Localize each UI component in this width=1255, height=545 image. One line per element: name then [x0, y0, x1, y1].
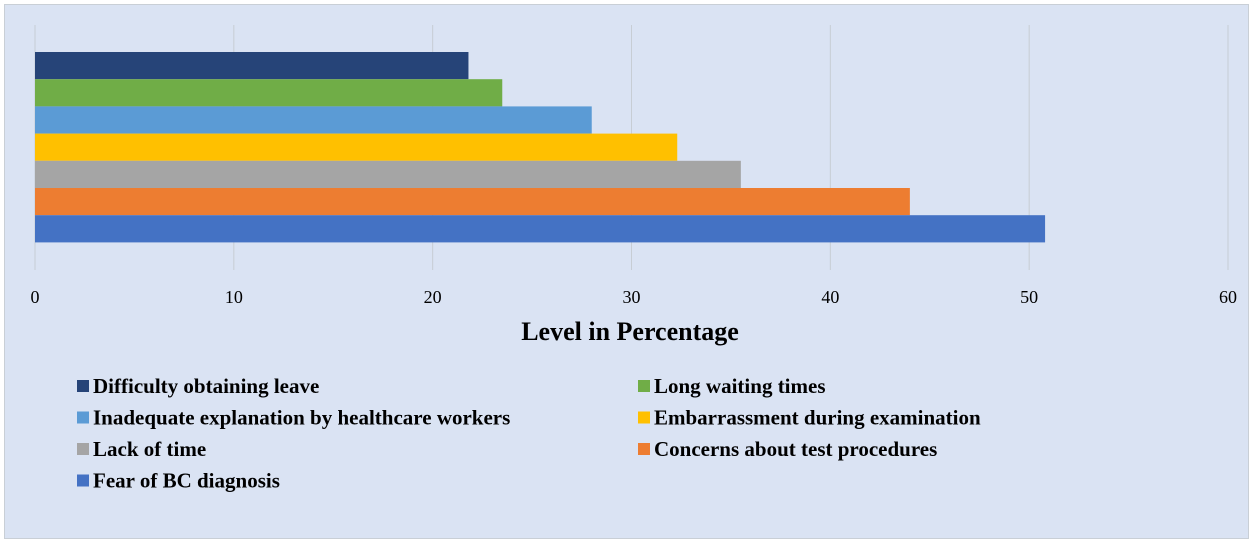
x-tick-label-40: 40: [821, 287, 839, 307]
legend-label-3: Inadequate explanation by healthcare wor…: [93, 406, 510, 430]
legend-swatch-7: [77, 474, 89, 487]
legend-label-2: Long waiting times: [654, 374, 826, 398]
legend-label-7: Fear of BC diagnosis: [93, 469, 280, 493]
bar-5: [35, 160, 741, 188]
legend-label-1: Difficulty obtaining leave: [93, 374, 319, 398]
chart-frame: 0 10 20 30 40 50 60 Level in Percentage Diffic…: [4, 4, 1249, 539]
legend-swatch-1: [77, 380, 89, 392]
x-tick-label-20: 20: [424, 287, 442, 307]
legend-swatch-3: [77, 411, 89, 424]
x-tick-label-0: 0: [31, 287, 40, 307]
bar-6: [35, 188, 910, 216]
legend-swatch-5: [77, 443, 89, 455]
bar-2: [35, 79, 503, 107]
bar-3: [35, 106, 592, 134]
x-axis-title: Level in Percentage: [521, 317, 739, 346]
bar-1: [35, 52, 469, 80]
legend: Difficulty obtaining leave Long waiting t…: [77, 374, 981, 493]
bar-4: [35, 133, 678, 161]
legend-swatch-4: [638, 411, 650, 424]
bars: [35, 52, 1046, 243]
bar-7: [35, 215, 1046, 243]
x-tick-label-30: 30: [623, 287, 641, 307]
x-axis-ticks: 0 10 20 30 40 50 60: [31, 287, 1238, 307]
legend-label-4: Embarrassment during examination: [654, 406, 981, 430]
legend-label-6: Concerns about test procedures: [654, 437, 937, 461]
x-tick-label-10: 10: [225, 287, 243, 307]
legend-swatch-2: [638, 380, 650, 392]
x-tick-label-50: 50: [1020, 287, 1038, 307]
legend-swatch-6: [638, 443, 650, 455]
legend-label-5: Lack of time: [93, 437, 206, 461]
x-tick-label-60: 60: [1219, 287, 1237, 307]
bar-chart: 0 10 20 30 40 50 60 Level in Percentage Diffic…: [31, 25, 1238, 493]
